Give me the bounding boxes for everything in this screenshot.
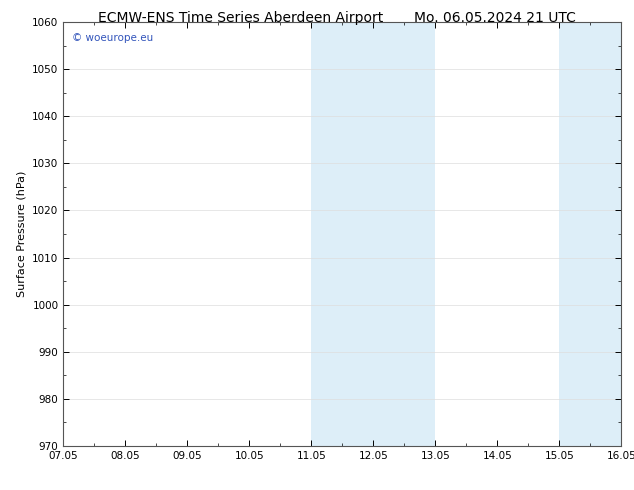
Text: ECMW-ENS Time Series Aberdeen Airport: ECMW-ENS Time Series Aberdeen Airport (98, 11, 384, 25)
Y-axis label: Surface Pressure (hPa): Surface Pressure (hPa) (16, 171, 27, 297)
Text: Mo. 06.05.2024 21 UTC: Mo. 06.05.2024 21 UTC (413, 11, 576, 25)
Bar (559, 22, 621, 446)
Bar (311, 22, 436, 446)
Text: © woeurope.eu: © woeurope.eu (72, 33, 153, 43)
